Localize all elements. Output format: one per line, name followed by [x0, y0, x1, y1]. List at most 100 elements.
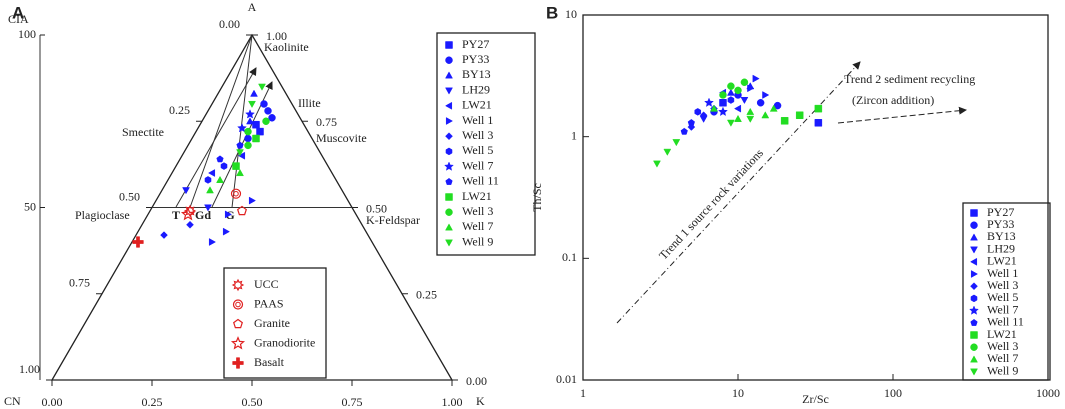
tick-label: 0.00 [466, 374, 487, 388]
data-point [207, 169, 216, 177]
panel-label: A [12, 3, 24, 22]
legend-label: Well 3 [462, 204, 493, 218]
legend-symbol [445, 177, 453, 185]
reference-point [237, 205, 247, 216]
data-point [761, 111, 770, 119]
tick-label: 1.00 [266, 29, 287, 43]
annotation: K-Feldspar [366, 213, 420, 227]
data-point [248, 100, 256, 109]
data-point [814, 119, 823, 127]
x-tick-label: 10 [732, 386, 744, 400]
legend-symbol [970, 282, 978, 291]
legend-label: UCC [254, 277, 279, 291]
legend-label: Well 3 [987, 278, 1018, 292]
legend-label: LW21 [462, 98, 492, 112]
annotation: Smectite [122, 125, 164, 139]
legend-label: Well 5 [987, 290, 1018, 304]
data-point [653, 160, 661, 168]
tick-label: 0.50 [242, 395, 263, 409]
data-point [258, 83, 266, 91]
trend-arrow [616, 61, 861, 324]
legend-label: PY27 [462, 37, 489, 51]
corner-label: A [248, 0, 257, 14]
data-point [795, 111, 804, 119]
legend-label: BY13 [462, 67, 491, 81]
data-point [236, 168, 244, 177]
data-point [727, 82, 735, 90]
legend-box [436, 32, 536, 256]
tick-label: 0.75 [342, 395, 363, 409]
legend-symbol [970, 368, 978, 376]
plot-frame [582, 14, 1049, 381]
data-point [718, 106, 728, 117]
data-point [250, 89, 258, 97]
data-point [248, 196, 257, 205]
legend-label: Well 7 [462, 158, 493, 172]
legend-label: LW21 [987, 254, 1017, 268]
data-point [252, 120, 260, 129]
data-point [206, 186, 214, 194]
legend-label: LW21 [987, 327, 1017, 341]
legend-symbol-inner [235, 301, 241, 308]
data-point [244, 134, 252, 143]
data-point [710, 104, 718, 112]
reference-point [132, 236, 144, 248]
legend-label: Well 3 [462, 128, 493, 142]
data-point [264, 107, 272, 115]
data-point [733, 104, 742, 113]
legend-box [223, 267, 327, 379]
data-point [747, 84, 755, 93]
legend-box [962, 202, 1051, 381]
axis-label: CIA [8, 12, 29, 26]
legend-label: PY33 [987, 217, 1014, 231]
legend-symbol [445, 56, 453, 64]
legend-symbol [445, 193, 453, 201]
data-point [256, 127, 264, 136]
data-point [186, 220, 194, 229]
data-point [204, 176, 212, 184]
legend-symbol [231, 278, 245, 292]
annotation: T [172, 208, 180, 222]
data-point [663, 148, 672, 156]
data-point [694, 108, 702, 116]
data-point [734, 114, 742, 122]
data-point [680, 127, 688, 135]
legend-symbol [445, 223, 453, 231]
data-point [756, 99, 765, 107]
legend-symbol [970, 221, 978, 229]
y-tick-label: 10 [565, 7, 577, 21]
legend-symbol [445, 147, 453, 156]
data-point [740, 78, 749, 87]
data-point [208, 238, 217, 246]
data-point [216, 155, 224, 163]
data-point [224, 210, 233, 219]
y-tick-label: 0.1 [562, 250, 577, 264]
data-point [236, 149, 244, 157]
annotation: Illite [298, 96, 321, 110]
legend-label: Well 7 [987, 302, 1018, 316]
data-point [762, 91, 770, 99]
annotation: (Zircon addition) [852, 93, 934, 107]
legend-symbol [970, 318, 978, 326]
legend-symbol [445, 132, 453, 141]
data-point [672, 139, 681, 147]
reference-point [230, 188, 242, 199]
annotation: Trend 1 source rock variations [656, 146, 766, 263]
tick-label: 0.25 [142, 395, 163, 409]
y-axis-label: Th/Sc [530, 183, 544, 212]
legend-symbol [232, 357, 244, 369]
data-point [236, 141, 244, 149]
legend-symbol [969, 257, 978, 266]
data-point [740, 96, 749, 105]
data-point [244, 127, 252, 136]
legend-symbol [444, 101, 453, 110]
reference-point [183, 204, 197, 218]
reference-point [180, 206, 196, 221]
legend-symbol [230, 336, 246, 350]
data-point [719, 91, 727, 99]
legend-label: Well 7 [462, 219, 493, 233]
legend-label: Well 1 [462, 113, 493, 127]
data-point [746, 115, 755, 123]
legend-label: Granite [254, 316, 290, 330]
legend-label: Well 5 [462, 143, 493, 157]
